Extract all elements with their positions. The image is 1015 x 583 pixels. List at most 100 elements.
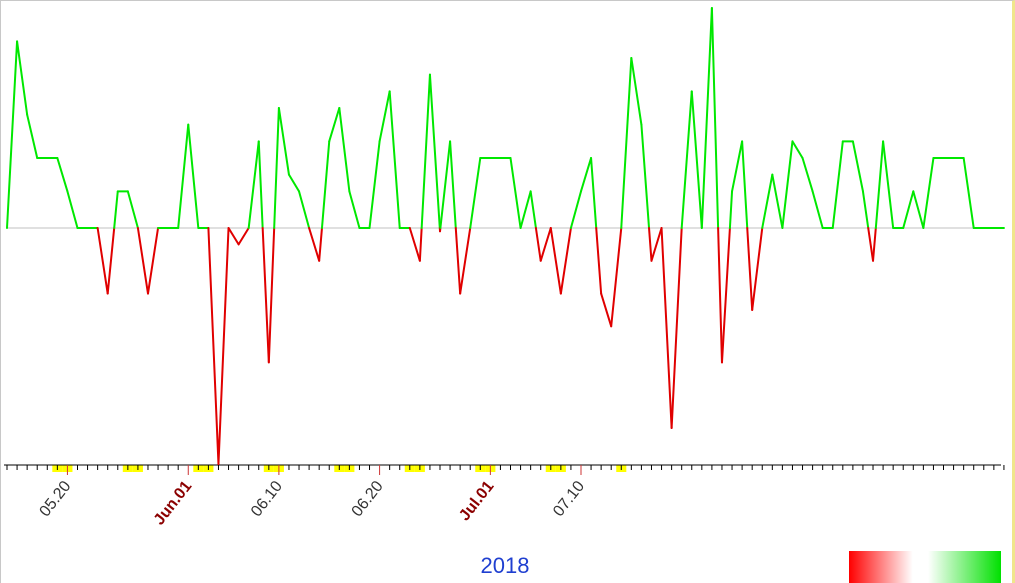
series-segment bbox=[187, 123, 200, 229]
series-segment bbox=[454, 227, 462, 295]
series-segment bbox=[851, 140, 864, 193]
series-segment bbox=[247, 140, 260, 229]
series-segment bbox=[26, 113, 39, 159]
x-tick-label: 05.20 bbox=[37, 478, 75, 520]
series-segment bbox=[761, 173, 774, 229]
series-segment bbox=[600, 292, 613, 328]
series-segment bbox=[861, 190, 870, 229]
series-segment bbox=[648, 227, 653, 262]
series-segment bbox=[106, 227, 116, 295]
x-tick-label: 07.10 bbox=[550, 478, 588, 520]
series-segment bbox=[6, 40, 19, 229]
series-segment bbox=[136, 227, 149, 295]
series-segment bbox=[519, 190, 532, 229]
series-segment bbox=[378, 90, 391, 143]
series-segment bbox=[273, 107, 280, 229]
series-segment bbox=[791, 140, 804, 159]
series-segment bbox=[700, 7, 713, 229]
series-segment bbox=[610, 227, 623, 328]
series-segment bbox=[257, 140, 264, 229]
series-segment bbox=[728, 190, 734, 229]
series-segment bbox=[439, 140, 452, 229]
series-segment bbox=[96, 227, 109, 295]
series-segment bbox=[746, 227, 754, 311]
series-segment bbox=[428, 73, 441, 229]
series-segment bbox=[207, 227, 220, 465]
series-segment bbox=[680, 90, 693, 229]
series-segment bbox=[529, 190, 537, 229]
series-segment bbox=[549, 227, 562, 295]
color-scale-legend bbox=[849, 551, 1001, 583]
series-segment bbox=[328, 107, 341, 143]
series-segment bbox=[650, 227, 663, 262]
x-axis bbox=[4, 464, 1005, 475]
series-segment bbox=[717, 227, 723, 364]
series-segment bbox=[781, 140, 794, 229]
series-segment bbox=[874, 140, 885, 229]
series-segment bbox=[902, 190, 915, 229]
x-tick-label: Jul.01 bbox=[456, 478, 497, 524]
series-segment bbox=[56, 157, 69, 193]
series-segment bbox=[308, 227, 321, 262]
series-segment bbox=[640, 123, 651, 229]
series-segment bbox=[569, 190, 582, 229]
series-segment bbox=[113, 190, 119, 229]
series-segment bbox=[509, 157, 522, 229]
x-tick-label: Jun.01 bbox=[151, 478, 196, 528]
series-segment bbox=[320, 140, 331, 229]
series-segment bbox=[922, 157, 935, 229]
series-segment bbox=[408, 227, 421, 262]
series-line bbox=[6, 7, 1005, 465]
series-segment bbox=[449, 140, 457, 229]
series-segment bbox=[867, 227, 875, 262]
series-segment bbox=[751, 227, 764, 311]
series-segment bbox=[388, 90, 401, 229]
series-segment bbox=[277, 107, 290, 176]
series-segment bbox=[267, 227, 276, 364]
series-segment bbox=[16, 40, 29, 116]
series-segment bbox=[348, 190, 361, 229]
series-segment bbox=[146, 227, 160, 295]
series-segment bbox=[217, 227, 230, 465]
series-segment bbox=[534, 227, 542, 262]
x-tick-label: 06.20 bbox=[349, 478, 387, 520]
series-segment bbox=[590, 157, 598, 229]
series-segment bbox=[126, 190, 139, 229]
series-segment bbox=[318, 227, 323, 262]
series-segment bbox=[66, 190, 79, 229]
series-segment bbox=[261, 227, 270, 364]
series-segment bbox=[338, 107, 351, 193]
series-segment bbox=[660, 227, 673, 429]
series-segment bbox=[459, 227, 472, 295]
series-segment bbox=[720, 227, 731, 364]
series-segment bbox=[801, 157, 814, 193]
series-segment bbox=[368, 140, 381, 229]
x-tick-labels: 05.20 Jun.01 06.10 06.20 Jul.01 07.10 bbox=[37, 478, 589, 528]
series-segment bbox=[237, 227, 250, 246]
series-segment bbox=[630, 57, 643, 126]
series-segment bbox=[882, 140, 895, 229]
series-segment bbox=[227, 227, 240, 246]
series-segment bbox=[912, 190, 925, 229]
series-segment bbox=[539, 227, 552, 262]
series-segment bbox=[418, 227, 423, 262]
series-segment bbox=[595, 227, 603, 295]
series-segment bbox=[298, 190, 311, 229]
year-label: 2018 bbox=[480, 553, 530, 578]
series-segment bbox=[420, 73, 431, 229]
series-segment bbox=[771, 173, 784, 229]
series-segment bbox=[831, 140, 844, 229]
x-tick-label: 06.10 bbox=[248, 478, 286, 520]
series-segment bbox=[177, 123, 190, 229]
series-segment bbox=[741, 140, 749, 229]
series-segment bbox=[670, 227, 683, 429]
series-segment bbox=[469, 157, 482, 229]
series-segment bbox=[731, 140, 744, 193]
series-segment bbox=[962, 157, 975, 229]
series-segment bbox=[620, 57, 633, 229]
series-segment bbox=[559, 227, 572, 295]
series-segment bbox=[287, 173, 301, 193]
series-segment bbox=[690, 90, 703, 229]
